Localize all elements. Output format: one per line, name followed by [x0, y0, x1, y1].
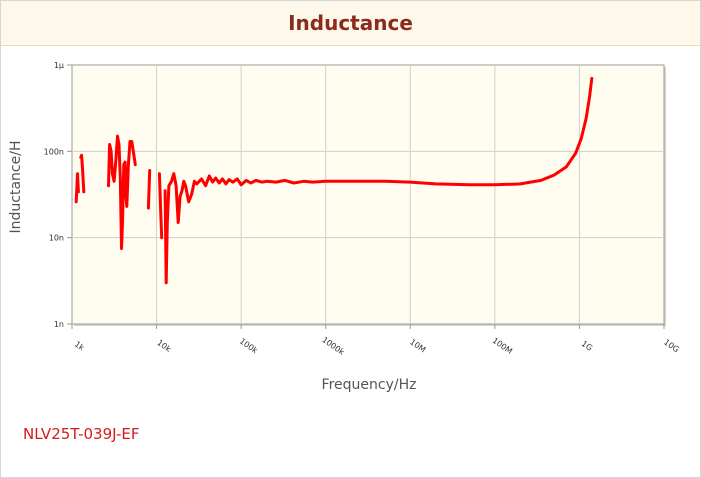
- inductance-series-line: [74, 172, 80, 204]
- x-tick-label: 1000k: [320, 335, 346, 357]
- inductance-series-line: [163, 76, 594, 285]
- y-tick-label: 1µ: [54, 61, 64, 70]
- inductance-series-line: [157, 172, 164, 240]
- x-axis-title: Frequency/Hz: [322, 377, 417, 393]
- chart-title: Inductance: [288, 11, 413, 35]
- inductance-series-line: [79, 153, 86, 194]
- x-tick-label: 100M: [491, 336, 514, 356]
- y-tick-label: 100n: [44, 147, 64, 156]
- y-tick-label: 10n: [49, 234, 64, 243]
- x-tick-label: 100k: [238, 337, 260, 356]
- y-axis-title: Inductance/H: [8, 141, 24, 234]
- x-tick-label: 1G: [580, 339, 594, 353]
- chart-header: Inductance: [1, 1, 700, 46]
- plot-area: [71, 64, 665, 325]
- x-tick-label: 10k: [155, 338, 173, 354]
- x-tick-label: 10G: [662, 338, 681, 355]
- y-tick-label: 1n: [54, 320, 64, 329]
- x-tick-label: 1k: [73, 339, 86, 352]
- x-tick-label: 10M: [408, 337, 427, 354]
- inductance-series-line: [107, 134, 137, 250]
- inductance-series-line: [146, 169, 152, 210]
- part-number-label: NLV25T-039J-EF: [23, 425, 140, 443]
